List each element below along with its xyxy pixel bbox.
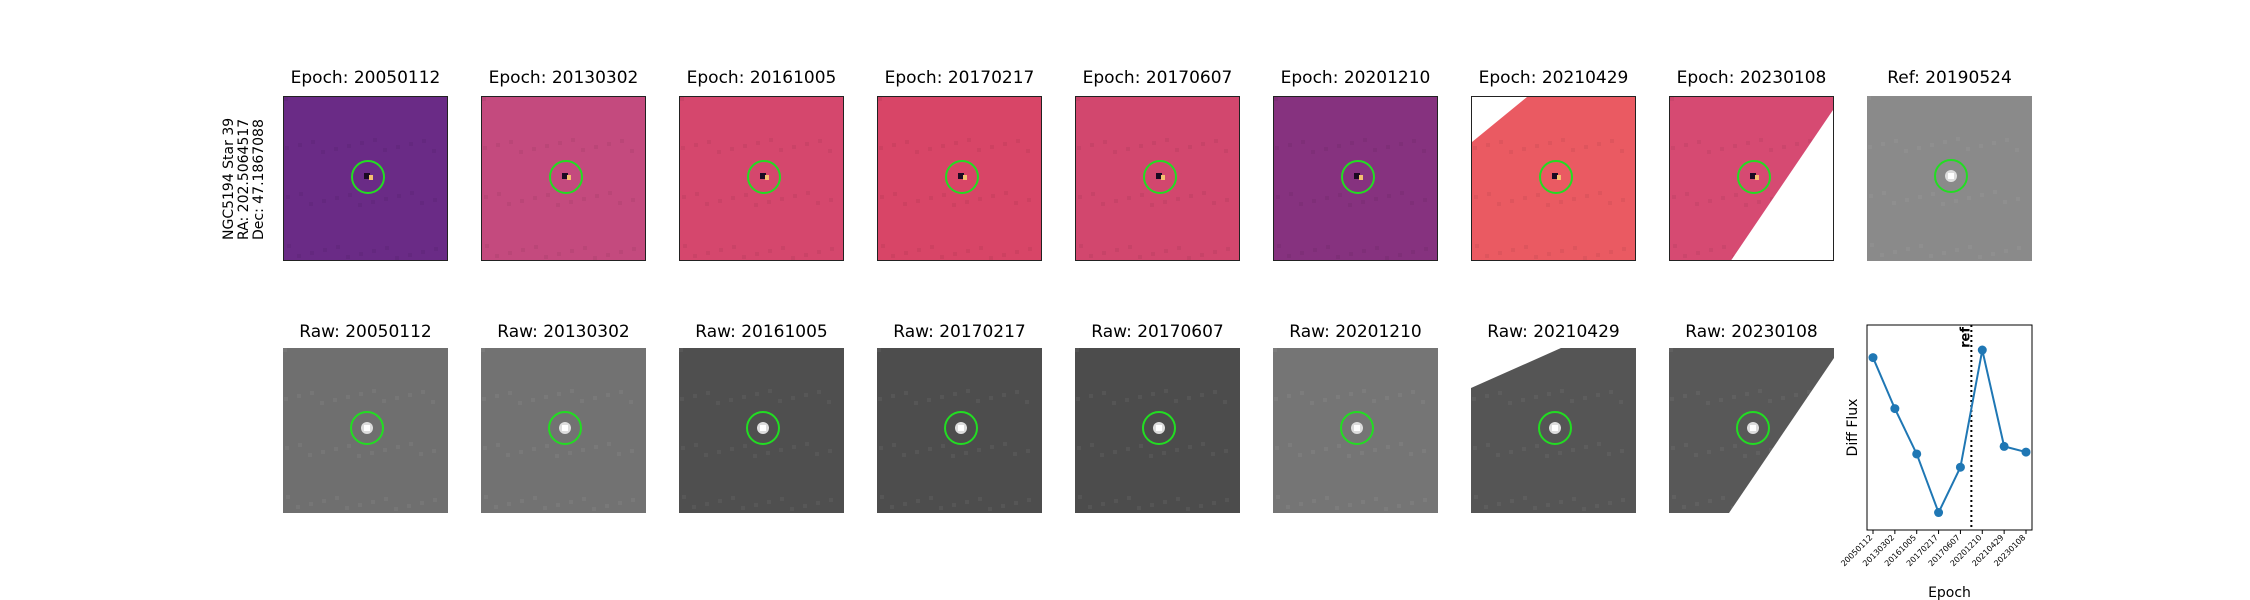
- raw-panel-1-image: [481, 348, 646, 513]
- raw-panel-5-image: [1273, 348, 1438, 513]
- object-dec: Dec: 47.1867088: [251, 119, 267, 240]
- raw-panel-4-title: Raw: 20170607: [1091, 322, 1224, 342]
- data-point: [1868, 353, 1878, 363]
- diff-panel-0-title: Epoch: 20050112: [290, 68, 441, 88]
- raw-panel-4-image: [1075, 348, 1240, 513]
- diff-panel-2-image: [679, 96, 844, 261]
- aperture-circle: [350, 411, 384, 445]
- aperture-circle: [1539, 160, 1573, 194]
- aperture-circle: [1736, 411, 1770, 445]
- diff-panel-2-title: Epoch: 20161005: [686, 68, 837, 88]
- aperture-circle: [944, 411, 978, 445]
- data-point: [1912, 449, 1922, 459]
- raw-panel-5-title: Raw: 20201210: [1289, 322, 1422, 342]
- diff-panel-1-title: Epoch: 20130302: [488, 68, 639, 88]
- data-point: [1999, 441, 2009, 451]
- diff-panel-3-title: Epoch: 20170217: [884, 68, 1035, 88]
- diff-panel-4-image: [1075, 96, 1240, 261]
- diff-panel-5-image: [1273, 96, 1438, 261]
- aperture-circle: [548, 411, 582, 445]
- aperture-circle: [945, 160, 979, 194]
- lightcurve-chart: ref2005011220130302201610052017021720170…: [1839, 324, 2033, 600]
- aperture-circle: [1934, 159, 1968, 193]
- aperture-circle: [549, 160, 583, 194]
- object-label: NGC5194 Star 39 RA: 202.5064517 Dec: 47.…: [221, 80, 267, 260]
- diff-panel-6-image: [1471, 96, 1636, 261]
- raw-panel-3-image: [877, 348, 1042, 513]
- diff-panel-7-image: [1669, 96, 1834, 261]
- aperture-circle: [1538, 411, 1572, 445]
- aperture-circle: [351, 160, 385, 194]
- aperture-circle: [1142, 411, 1176, 445]
- diff-panel-4-title: Epoch: 20170607: [1082, 68, 1233, 88]
- raw-panel-7-title: Raw: 20230108: [1685, 322, 1818, 342]
- ref-image: [1867, 96, 2032, 261]
- diff-panel-0-image: [283, 96, 448, 261]
- data-point: [1890, 404, 1900, 414]
- x-axis-label: Epoch: [1928, 585, 1971, 600]
- diff-panel-7-title: Epoch: 20230108: [1676, 68, 1827, 88]
- data-point: [1955, 462, 1965, 472]
- diff-panel-5-title: Epoch: 20201210: [1280, 68, 1431, 88]
- raw-panel-7-image: [1669, 348, 1834, 513]
- aperture-circle: [1737, 160, 1771, 194]
- aperture-circle: [746, 411, 780, 445]
- diff-panel-6-title: Epoch: 20210429: [1478, 68, 1629, 88]
- reference-line-label: ref: [1958, 327, 1973, 348]
- diff-panel-3-image: [877, 96, 1042, 261]
- aperture-circle: [1143, 160, 1177, 194]
- ref-title: Ref: 20190524: [1887, 68, 2012, 88]
- raw-panel-2-image: [679, 348, 844, 513]
- data-point: [1977, 345, 1987, 355]
- object-ra: RA: 202.5064517: [236, 118, 252, 240]
- raw-panel-3-title: Raw: 20170217: [893, 322, 1026, 342]
- aperture-circle: [1340, 411, 1374, 445]
- aperture-circle: [1341, 160, 1375, 194]
- plot-frame: [1866, 324, 2033, 531]
- data-point: [2021, 447, 2031, 457]
- data-point: [1934, 508, 1944, 518]
- raw-panel-6-image: [1471, 348, 1636, 513]
- raw-panel-6-title: Raw: 20210429: [1487, 322, 1620, 342]
- object-name: NGC5194 Star 39: [221, 117, 237, 240]
- raw-panel-0-title: Raw: 20050112: [299, 322, 432, 342]
- diff-panel-1-image: [481, 96, 646, 261]
- raw-panel-2-title: Raw: 20161005: [695, 322, 828, 342]
- y-axis-label: Diff Flux: [1845, 399, 1861, 457]
- aperture-circle: [747, 160, 781, 194]
- raw-panel-0-image: [283, 348, 448, 513]
- raw-panel-1-title: Raw: 20130302: [497, 322, 630, 342]
- series-line: [1872, 349, 2027, 516]
